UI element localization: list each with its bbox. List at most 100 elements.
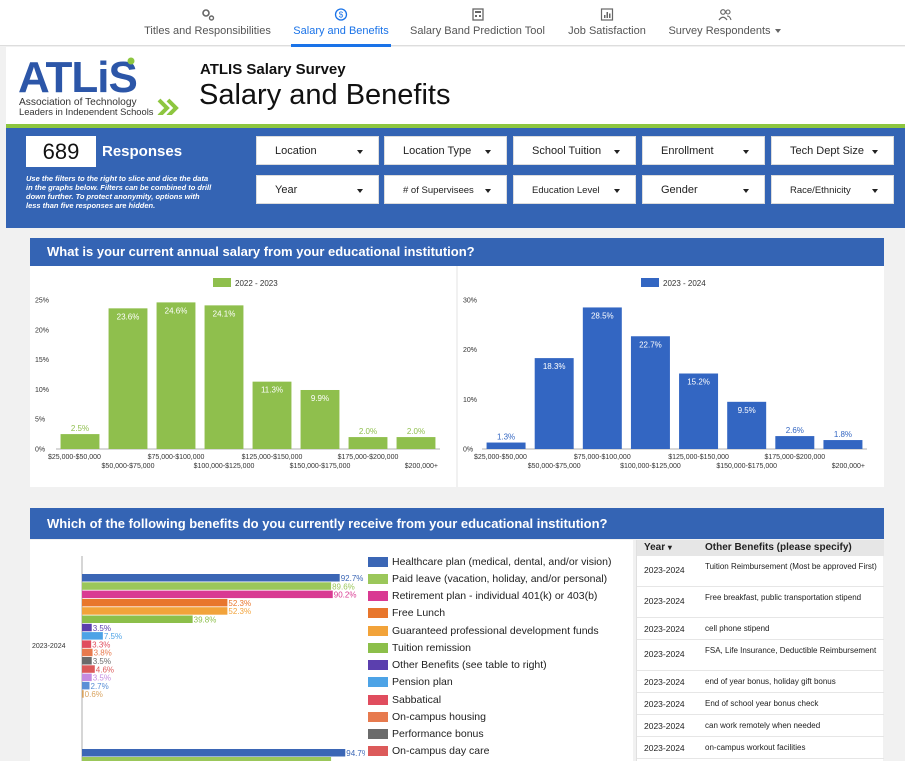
x-tick-label: $200,000+ [405, 463, 438, 470]
y-tick-label: 0% [463, 447, 473, 454]
bar-chart-icon [600, 8, 614, 21]
x-tick-label: $125,000-$150,000 [668, 454, 729, 461]
salary-bar[interactable] [679, 373, 719, 449]
y-tick-label: 0% [35, 447, 45, 454]
benefits-chart: 2023-2024 92.7%89.6%90.2% 52.3%52.3% 39.8% 3… [32, 556, 369, 761]
x-tick-label: $150,000-$175,000 [290, 463, 351, 470]
bar-value-label: 3.5% [93, 674, 111, 683]
salary-bar[interactable] [534, 358, 574, 449]
salary-bar[interactable] [582, 307, 622, 449]
legend-item: On-campus day care [368, 745, 630, 759]
bar-value-label: 15.2% [687, 378, 710, 387]
salary-bar[interactable] [252, 381, 292, 449]
benefit-bar[interactable] [82, 757, 332, 761]
chevron-down-icon [485, 150, 491, 154]
bar-value-label: 1.3% [497, 433, 515, 442]
salary-bar[interactable] [775, 436, 815, 449]
bar-value-label: 52.3% [228, 599, 251, 608]
atlis-logo: ATLiS Association of Technology Leaders … [18, 53, 179, 115]
benefit-bar[interactable] [82, 598, 228, 607]
bar-value-label: 23.6% [117, 312, 140, 321]
bar-value-label: 18.3% [543, 362, 566, 371]
other-benefits-table: Year ▾ Other Benefits (please specify) 2… [636, 540, 884, 761]
chevron-down-icon [614, 189, 620, 193]
x-tick-label: $125,000-$150,000 [242, 454, 303, 461]
bar-value-label: 92.7% [341, 574, 364, 583]
y-tick-label: 5% [35, 417, 45, 424]
filter-panel: 689 Responses Use the filters to the rig… [6, 128, 905, 228]
people-icon [718, 9, 732, 21]
salary-chart-2023-panel: 2023 - 2024 0% 10% 20% 30% 1.3% $25,000-$50,00… [458, 266, 884, 487]
gender-filter[interactable]: Gender [642, 175, 765, 204]
benefit-bar[interactable] [82, 690, 84, 698]
race-ethnicity-filter[interactable]: Race/Ethnicity [771, 175, 894, 204]
salary-bar[interactable] [60, 434, 100, 449]
salary-chart-2022-panel: 2022 - 2023 0% 5% 10% 15% 20% 25% 2.5% $25,000-$… [30, 266, 456, 487]
y-tick-label: 20% [463, 347, 477, 354]
legend-label: 2023 - 2024 [663, 279, 706, 288]
legend-swatch [368, 608, 388, 618]
education-level-filter[interactable]: Education Level [513, 175, 636, 204]
tab-survey-respondents[interactable]: Survey Respondents [666, 0, 783, 46]
salary-bar[interactable] [108, 308, 148, 449]
bar-value-label: 52.3% [228, 607, 251, 616]
tab-salary-and-benefits[interactable]: $ Salary and Benefits [291, 0, 391, 47]
tab-titles-and-responsibilities[interactable]: Titles and Responsibilities [140, 0, 275, 46]
salary-chart-2022-2023: 2022 - 2023 0% 5% 10% 15% 20% 25% 2.5% $25,000-$… [35, 278, 440, 470]
bar-value-label: 11.3% [261, 386, 283, 395]
salary-bar[interactable] [396, 437, 436, 449]
tab-salary-band-prediction-tool[interactable]: Salary Band Prediction Tool [407, 0, 548, 46]
salary-bar[interactable] [486, 442, 526, 449]
legend-item: Performance bonus [368, 728, 630, 742]
bar-value-label: 3.5% [93, 657, 111, 666]
benefit-bar[interactable] [82, 615, 193, 624]
benefit-bar[interactable] [82, 749, 346, 757]
benefit-bar[interactable] [82, 582, 332, 590]
enrollment-filter[interactable]: Enrollment [642, 136, 765, 165]
year-filter[interactable]: Year [256, 175, 379, 204]
supervisees-filter[interactable]: # of Supervisees [384, 175, 507, 204]
chevron-down-icon [872, 150, 878, 154]
tech-dept-size-filter[interactable]: Tech Dept Size [771, 136, 894, 165]
legend-swatch [368, 729, 388, 739]
chevron-down-icon [743, 189, 749, 193]
benefit-bar[interactable] [82, 574, 340, 582]
benefit-bar[interactable] [82, 657, 92, 665]
tab-job-satisfaction[interactable]: Job Satisfaction [563, 0, 651, 46]
bar-value-label: 2.5% [71, 424, 89, 433]
salary-bar[interactable] [823, 440, 863, 449]
salary-bar[interactable] [156, 302, 196, 449]
table-row: 2023-2024 on-campus workout facilities [637, 737, 884, 759]
y-tick-label: 10% [35, 387, 49, 394]
gears-icon [201, 9, 214, 21]
benefit-bar[interactable] [82, 673, 92, 682]
bar-value-label: 7.5% [104, 632, 122, 641]
bar-value-label: 9.9% [311, 394, 329, 403]
location-filter[interactable]: Location [256, 136, 379, 165]
category-label: 2023-2024 [32, 643, 66, 650]
bar-value-label: 89.6% [332, 582, 355, 591]
benefit-bar[interactable] [82, 648, 93, 657]
legend-item: Retirement plan - individual 401(k) or 4… [368, 590, 630, 604]
tab-label: Titles and Responsibilities [144, 25, 271, 37]
salary-bar[interactable] [727, 401, 767, 449]
benefit-bar[interactable] [82, 681, 90, 690]
school-tuition-filter[interactable]: School Tuition [513, 136, 636, 165]
chevron-down-icon [485, 189, 491, 193]
salary-bar[interactable] [348, 437, 388, 449]
salary-bar[interactable] [630, 336, 670, 449]
legend-item: Healthcare plan (medical, dental, and/or… [368, 556, 630, 570]
benefit-bar[interactable] [82, 665, 95, 673]
benefit-bar[interactable] [82, 640, 92, 648]
tab-label: Job Satisfaction [568, 25, 646, 37]
salary-bar[interactable] [300, 389, 340, 449]
benefit-bar[interactable] [82, 632, 103, 640]
year-column-header[interactable]: Year ▾ [644, 542, 672, 553]
benefit-bar[interactable] [82, 607, 228, 615]
x-tick-label: $100,000-$125,000 [194, 463, 255, 470]
benefit-bar[interactable] [82, 590, 333, 599]
benefit-bar[interactable] [82, 623, 92, 632]
location-type-filter[interactable]: Location Type [384, 136, 507, 165]
salary-bar[interactable] [204, 305, 244, 449]
page-title: Salary and Benefits [199, 79, 451, 111]
